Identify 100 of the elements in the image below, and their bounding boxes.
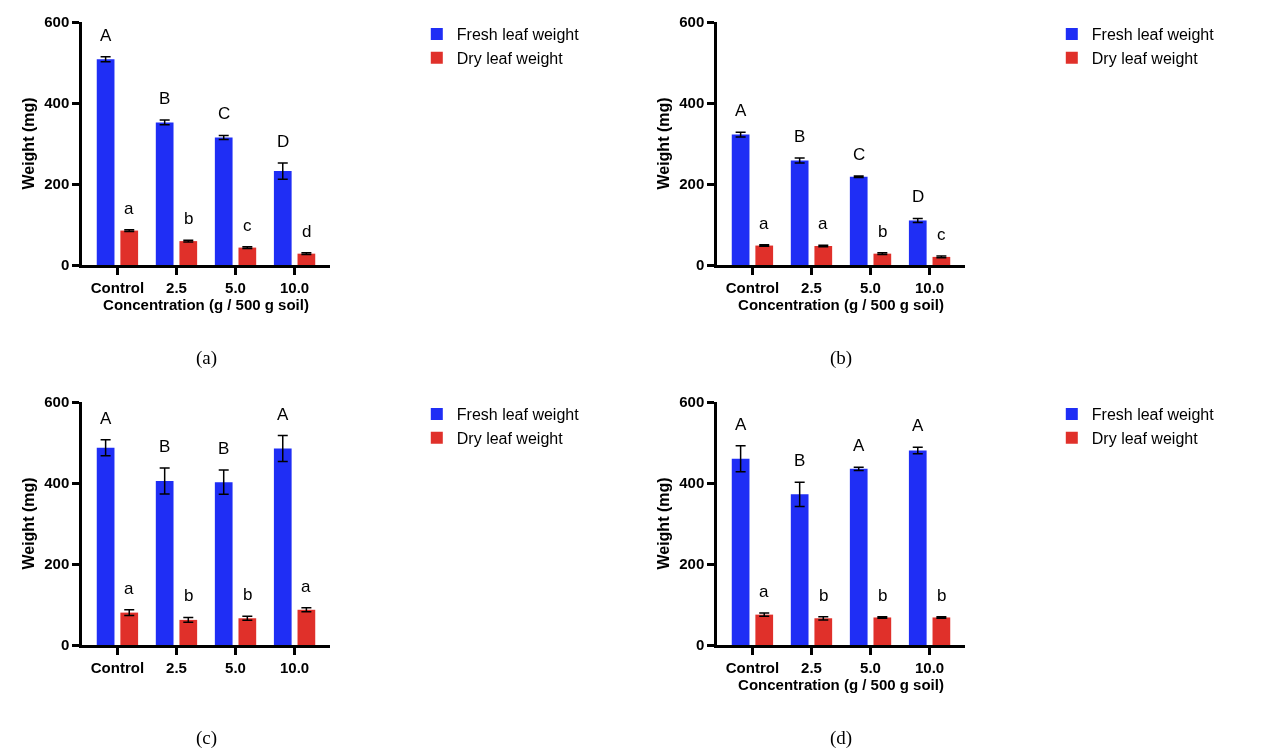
x-tick-label: 2.5 bbox=[166, 658, 187, 676]
annotation: a bbox=[759, 214, 769, 233]
y-tick-label: 600 bbox=[44, 393, 70, 411]
y-tick-label: 400 bbox=[679, 94, 705, 112]
bar bbox=[96, 59, 115, 265]
bar bbox=[297, 609, 316, 645]
x-tick-label: 2.5 bbox=[801, 278, 822, 296]
annotation: D bbox=[912, 187, 925, 206]
bar bbox=[873, 253, 892, 265]
annotation: a bbox=[124, 199, 134, 218]
bar bbox=[849, 468, 868, 645]
bar bbox=[179, 619, 198, 645]
annotation: C bbox=[218, 104, 231, 123]
bar bbox=[731, 458, 750, 645]
annotation: D bbox=[277, 132, 290, 151]
bar bbox=[755, 614, 774, 645]
bar bbox=[814, 618, 833, 645]
bar bbox=[238, 618, 257, 645]
bar bbox=[908, 450, 927, 645]
bar bbox=[96, 447, 115, 645]
y-tick-label: 0 bbox=[60, 636, 70, 654]
legend-label: Fresh leaf weight bbox=[456, 26, 580, 44]
annotation: b bbox=[878, 586, 888, 605]
y-tick-label: 400 bbox=[44, 94, 70, 112]
bar bbox=[790, 160, 809, 265]
annotation: B bbox=[159, 89, 171, 108]
annotation: A bbox=[853, 436, 865, 455]
annotation: A bbox=[277, 405, 289, 424]
bar bbox=[849, 176, 868, 265]
bar bbox=[908, 220, 927, 265]
annotation: c bbox=[937, 225, 946, 244]
annotation: b bbox=[184, 209, 194, 228]
legend-label: Fresh leaf weight bbox=[456, 406, 580, 424]
y-axis-title: Weight (mg) bbox=[20, 477, 38, 570]
bar bbox=[932, 617, 951, 645]
y-tick-label: 200 bbox=[44, 175, 70, 193]
x-tick-label: 10.0 bbox=[914, 278, 945, 296]
bar bbox=[814, 245, 833, 265]
annotation: b bbox=[184, 586, 194, 605]
y-tick-label: 0 bbox=[695, 256, 705, 274]
annotation: C bbox=[853, 145, 866, 164]
annotation: B bbox=[794, 451, 806, 470]
bar bbox=[214, 482, 233, 645]
annotation: c bbox=[243, 216, 252, 235]
x-tick-label: 10.0 bbox=[914, 658, 945, 676]
y-tick-label: 600 bbox=[679, 13, 705, 31]
x-tick-label: 10.0 bbox=[279, 278, 310, 296]
bar bbox=[273, 448, 292, 645]
legend-label: Dry leaf weight bbox=[1091, 50, 1199, 68]
bar bbox=[790, 494, 809, 645]
text: (d) bbox=[830, 727, 853, 749]
text: (b) bbox=[830, 347, 853, 369]
x-tick-label: Control bbox=[725, 658, 780, 676]
annotation: A bbox=[912, 416, 924, 435]
y-tick-label: 200 bbox=[679, 555, 705, 573]
x-tick-label: 5.0 bbox=[860, 278, 881, 296]
bar bbox=[214, 137, 233, 265]
x-tick-label: Control bbox=[725, 278, 780, 296]
legend-label: Fresh leaf weight bbox=[1091, 406, 1215, 424]
x-axis-title: Concentration (g / 500 g soil) bbox=[738, 295, 944, 313]
y-tick-label: 400 bbox=[679, 474, 705, 492]
bar bbox=[238, 247, 257, 265]
bar bbox=[873, 617, 892, 645]
annotation: d bbox=[302, 222, 312, 241]
annotation: b bbox=[243, 585, 253, 604]
legend-label: Fresh leaf weight bbox=[1091, 26, 1215, 44]
annotation: B bbox=[159, 437, 171, 456]
y-tick-label: 600 bbox=[679, 393, 705, 411]
annotation: b bbox=[937, 586, 947, 605]
bar bbox=[155, 122, 174, 265]
annotation: A bbox=[735, 101, 747, 120]
x-tick-label: 5.0 bbox=[225, 658, 246, 676]
annotation: A bbox=[100, 409, 112, 428]
x-axis-title: Concentration (g / 500 g soil) bbox=[103, 295, 309, 313]
bar bbox=[755, 245, 774, 265]
y-tick-label: 200 bbox=[679, 175, 705, 193]
legend-label: Dry leaf weight bbox=[1091, 430, 1199, 448]
text: (c) bbox=[196, 727, 218, 749]
annotation: B bbox=[794, 127, 806, 146]
legend-label: Dry leaf weight bbox=[456, 50, 564, 68]
bar bbox=[120, 230, 139, 265]
bar bbox=[731, 134, 750, 265]
x-tick-label: Control bbox=[90, 658, 145, 676]
annotation: B bbox=[218, 439, 230, 458]
y-tick-label: 600 bbox=[44, 13, 70, 31]
x-tick-label: 5.0 bbox=[225, 278, 246, 296]
annotation: b bbox=[819, 586, 829, 605]
annotation: b bbox=[878, 222, 888, 241]
x-tick-label: Control bbox=[90, 278, 145, 296]
x-tick-label: 2.5 bbox=[166, 278, 187, 296]
annotation: a bbox=[818, 214, 828, 233]
legend-label: Dry leaf weight bbox=[456, 430, 564, 448]
bar bbox=[179, 241, 198, 265]
y-tick-label: 0 bbox=[695, 636, 705, 654]
annotation: a bbox=[301, 577, 311, 596]
annotation: A bbox=[100, 26, 112, 45]
y-tick-label: 0 bbox=[60, 256, 70, 274]
annotation: a bbox=[124, 579, 134, 598]
annotation: A bbox=[735, 415, 747, 434]
x-tick-label: 10.0 bbox=[279, 658, 310, 676]
